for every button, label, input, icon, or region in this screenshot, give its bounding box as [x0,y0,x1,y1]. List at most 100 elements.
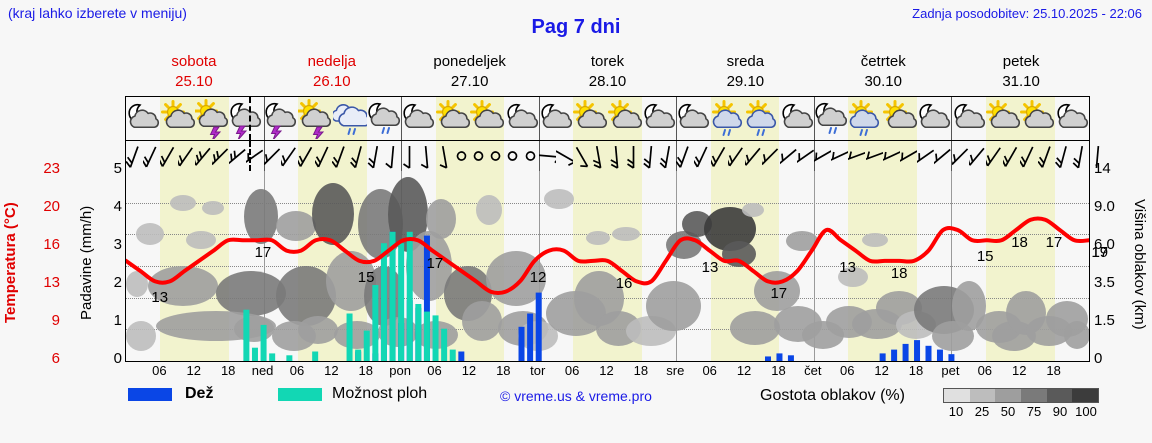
rain-legend-swatch [128,388,172,401]
day-separator [813,97,815,140]
now-marker [249,97,252,140]
location-menu-note[interactable]: (kraj lahko izberete v meniju) [8,5,187,21]
time-tick-10: 18 [496,363,511,378]
day-date: 25.10 [175,73,213,90]
wind-barb [899,141,917,171]
day-date: 26.10 [313,73,351,90]
forecast-plot[interactable]: 13 17 15 17 12 16 13 17 13 18 15 18 17 19 17 [125,96,1108,362]
time-tick-21: 12 [874,363,889,378]
wind-barb [642,141,659,171]
precipitation-bar [286,355,293,361]
cloud-height-tick-1: 9.0 [1094,198,1115,215]
cloud-density-step-0 [944,389,970,402]
wind-barb [177,141,195,171]
cloud-height-tick-3: 3.5 [1094,274,1115,291]
cloud-height-axis-title: Višina oblakov (km) [1131,198,1148,330]
day-header-2: ponedeljek 27.10 [401,52,539,94]
precipitation-bar [902,343,909,361]
wind-barb [436,141,453,171]
temperature-tick-4: 9 [51,312,60,329]
wind-barb [693,141,711,171]
wind-barb [831,141,849,171]
moon-cloud-storm-icon [229,99,263,139]
day-separator [263,171,265,361]
temperature-tick-2: 16 [43,236,60,253]
cloud-density-legend-label: Gostota oblakov (%) [760,387,905,404]
wind-barb [934,141,952,171]
gridline-horizontal [126,202,1089,204]
wind-barb [504,141,521,171]
time-tick-1: 12 [186,363,202,378]
time-tick-8: 06 [427,363,442,378]
temperature-point-label-10: 15 [976,248,994,266]
wind-barb [538,141,556,171]
temperature-point-label-13: 19 [1091,244,1109,262]
day-separator [538,97,540,140]
precipitation-bar [423,311,430,361]
moon-cloud-icon [917,99,951,139]
wind-barb [762,141,779,171]
wind-barb [1003,141,1020,171]
copyright-link[interactable]: © vreme.us & vreme.pro [500,388,652,404]
temperature-line [126,171,1089,361]
temperature-point-label-2: 15 [357,268,375,286]
wind-barb [522,141,539,171]
showers-legend-swatch [278,388,322,401]
wind-barb [745,141,762,171]
time-tick-18: 18 [771,363,786,378]
precipitation-bar [527,313,534,361]
wind-barb-row [126,141,1100,171]
wind-barb [298,141,315,171]
time-tick-11: tor [530,363,546,378]
wind-barb [556,141,573,171]
time-tick-20: 06 [840,363,855,378]
precipitation-bar [441,328,448,361]
temperature-point-label-5: 16 [615,275,633,293]
day-date: 30.10 [864,73,902,90]
precipitation-bar [518,326,525,361]
wind-barb [194,141,212,171]
night-band [813,141,849,171]
temperature-point-label-6: 13 [701,258,719,276]
wind-barb [1089,141,1106,171]
temperature-point-label-14: 17 [1091,244,1109,262]
wind-barb [212,141,229,171]
moon-cloud-icon [642,99,676,139]
showers-legend-label: Možnost ploh [332,385,428,402]
sun-cloud-rain-icon [848,99,882,139]
precipitation-tick-5: 0 [113,350,122,367]
sun-cloud-icon [986,99,1021,139]
wind-barb [710,141,728,171]
cloud-density-tick-5: 100 [1075,404,1097,419]
precipitation-bar [449,349,456,361]
wind-barb [865,141,883,171]
precipitation-axis-ticks: 5 4 3 2 1 0 [100,160,122,370]
temperature-point-label-4: 12 [529,268,547,286]
day-date: 29.10 [726,73,765,90]
sun-cloud-icon [470,99,505,139]
time-tick-24: 06 [977,363,993,378]
wind-barb [676,141,693,171]
time-tick-7: pon [389,363,411,378]
night-band [951,141,986,171]
precipitation-bar [269,353,276,361]
wind-barb [1072,141,1089,171]
day-header-1: nedelja 26.10 [263,52,401,94]
precipitation-bar [380,243,387,361]
precipitation-bar [415,304,422,361]
time-tick-0: 06 [152,363,167,378]
day-separator [401,97,403,140]
page-title: Pag 7 dni [531,16,621,38]
day-band [848,141,918,171]
day-separator [951,141,953,171]
day-separator [401,141,403,171]
cloud-height-tick-2: 6.0 [1094,236,1115,253]
night-band [504,141,539,171]
time-tick-26: 18 [1046,363,1061,378]
day-header-6: petek 31.10 [952,52,1090,94]
day-header-0: sobota 25.10 [125,52,263,94]
precipitation-bar [936,349,943,361]
wind-barb [951,141,969,171]
time-tick-14: 18 [633,363,649,378]
time-tick-9: 12 [461,363,477,378]
